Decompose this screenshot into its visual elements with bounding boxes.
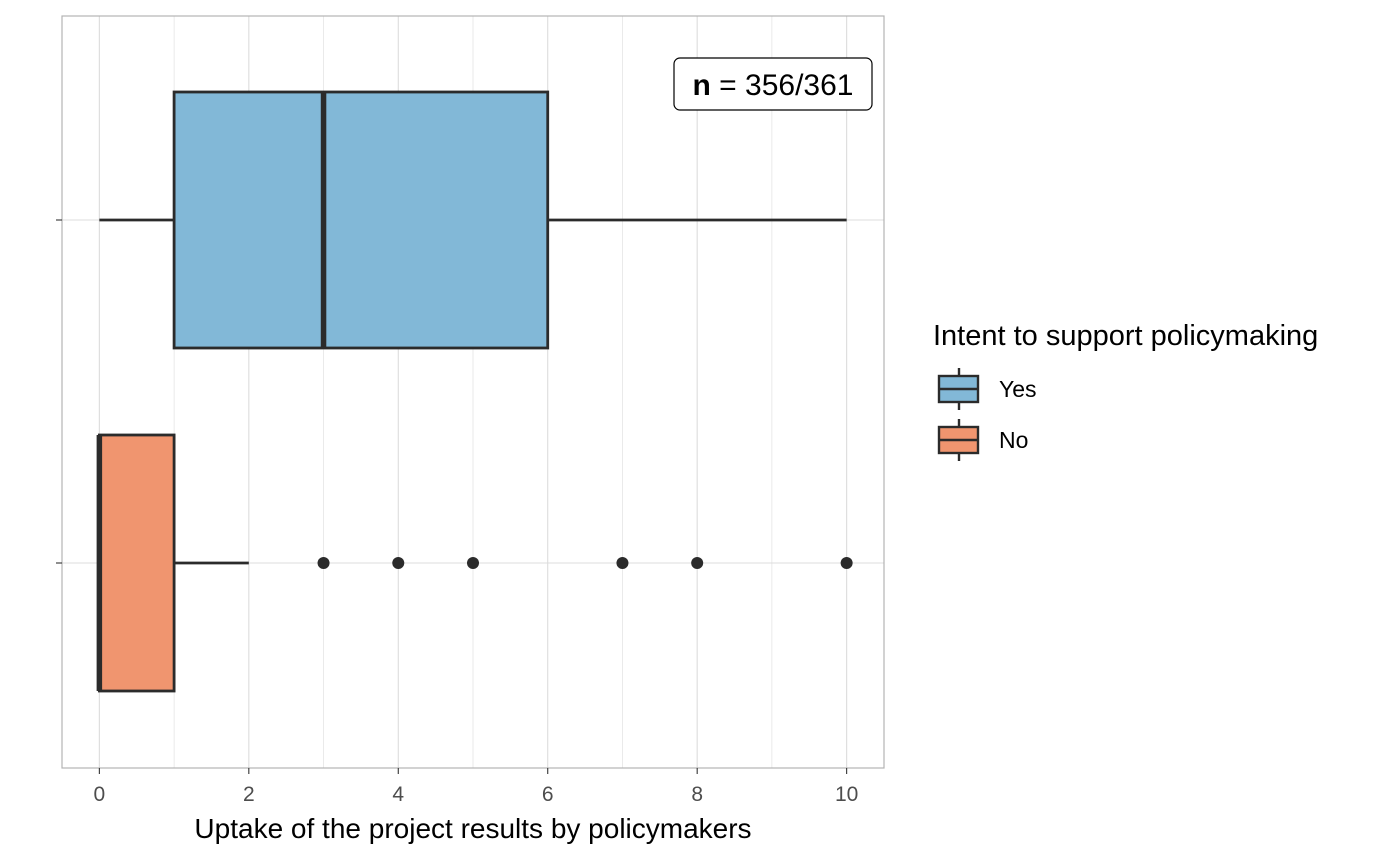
legend-title: Intent to support policymaking: [933, 320, 1318, 352]
x-tick-label: 0: [94, 783, 106, 806]
n-annotation-value: = 356/361: [711, 69, 854, 102]
outlier-point: [840, 557, 853, 569]
outlier-point: [317, 557, 330, 569]
box-iqr: [172, 90, 550, 350]
x-tick-label: 2: [243, 783, 255, 806]
outlier-point: [467, 557, 479, 569]
n-annotation-bold: n: [693, 69, 711, 102]
plot-panel-border: [61, 15, 885, 769]
legend: Intent to support policymaking Yes No: [933, 320, 1318, 461]
legend-item-no: No: [937, 419, 1028, 461]
n-annotation-text: n = 356/361: [693, 69, 854, 102]
x-axis-title: Uptake of the project results by policym…: [194, 813, 751, 844]
x-axis: 0 2 4 6 8 10: [56, 219, 858, 806]
legend-label: Yes: [999, 376, 1037, 402]
box-iqr: [97, 433, 176, 693]
legend-label: No: [999, 427, 1028, 453]
x-tick-label: 4: [392, 783, 404, 806]
legend-item-yes: Yes: [937, 368, 1037, 410]
n-annotation: n = 356/361: [673, 57, 873, 111]
outlier-point: [392, 557, 405, 569]
boxplot-series: [96, 90, 853, 693]
n-annotation-box: [673, 57, 873, 111]
x-tick-label: 8: [691, 783, 703, 806]
outlier-point: [616, 557, 629, 569]
box-yes: [99, 90, 847, 350]
x-tick-label: 10: [835, 783, 858, 806]
outlier-point: [691, 557, 704, 569]
x-tick-label: 6: [542, 783, 554, 806]
box-no: [96, 433, 853, 693]
